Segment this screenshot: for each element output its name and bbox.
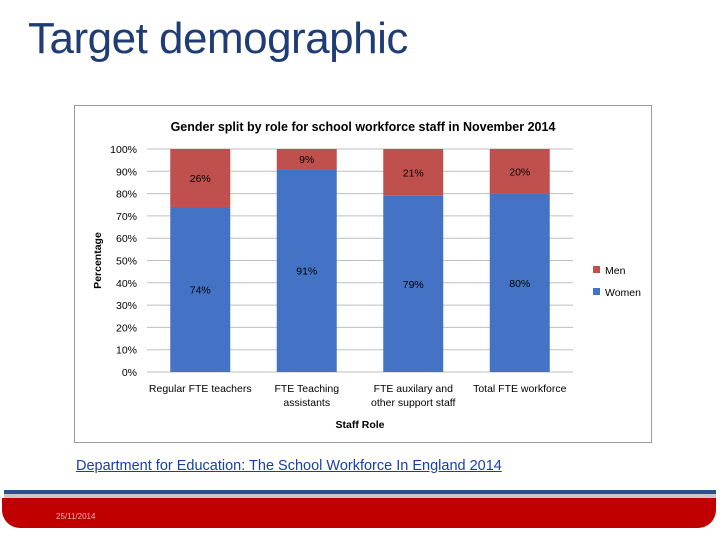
footer-band <box>0 490 720 540</box>
footer-gray-line <box>4 494 716 498</box>
data-label-men: 26% <box>190 173 211 185</box>
x-tick-label: other support staff <box>371 397 456 409</box>
chart-title: Gender split by role for school workforc… <box>171 120 556 134</box>
y-tick-label: 90% <box>116 166 137 178</box>
bar-women <box>276 169 337 372</box>
bar-men <box>489 149 550 194</box>
x-tick-label: FTE auxilary and <box>374 383 454 395</box>
bar-women <box>170 206 231 372</box>
legend-label-women: Women <box>605 287 641 299</box>
footer-date: 25/11/2014 <box>56 512 96 521</box>
slide-title: Target demographic <box>28 14 408 63</box>
data-label-men: 20% <box>509 166 530 178</box>
footer-blue-line <box>4 490 716 494</box>
y-tick-label: 20% <box>116 322 137 334</box>
data-label-men: 21% <box>403 167 424 179</box>
bar-women <box>489 193 550 372</box>
footer-red-bar <box>2 498 716 528</box>
x-tick-label: assistants <box>283 397 330 409</box>
bar-women <box>383 195 444 372</box>
y-axis-title: Percentage <box>92 232 104 289</box>
x-axis-title: Staff Role <box>335 419 384 431</box>
y-tick-label: 0% <box>122 367 137 379</box>
chart-frame: Gender split by role for school workforc… <box>74 105 652 443</box>
x-tick-label: Regular FTE teachers <box>149 383 252 395</box>
y-tick-label: 100% <box>110 144 137 156</box>
y-tick-label: 70% <box>116 211 137 223</box>
x-tick-label: Total FTE workforce <box>473 383 567 395</box>
y-tick-label: 50% <box>116 256 137 268</box>
bar-men <box>383 149 444 196</box>
y-tick-label: 60% <box>116 233 137 245</box>
bar-men <box>170 149 231 207</box>
x-tick-label: FTE Teaching <box>274 383 339 395</box>
data-label-women: 91% <box>296 266 317 278</box>
stacked-bar-chart: Gender split by role for school workforc… <box>92 120 641 431</box>
legend-swatch-women <box>593 288 600 295</box>
y-tick-label: 80% <box>116 189 137 201</box>
y-tick-label: 30% <box>116 300 137 312</box>
y-tick-label: 40% <box>116 278 137 290</box>
legend-swatch-men <box>593 266 600 273</box>
y-tick-label: 10% <box>116 345 137 357</box>
legend-label-men: Men <box>605 265 626 277</box>
data-label-women: 74% <box>190 284 211 296</box>
data-label-men: 9% <box>299 154 314 166</box>
data-label-women: 79% <box>403 279 424 291</box>
bar-men <box>276 149 337 170</box>
source-link[interactable]: Department for Education: The School Wor… <box>76 458 502 474</box>
data-label-women: 80% <box>509 278 530 290</box>
